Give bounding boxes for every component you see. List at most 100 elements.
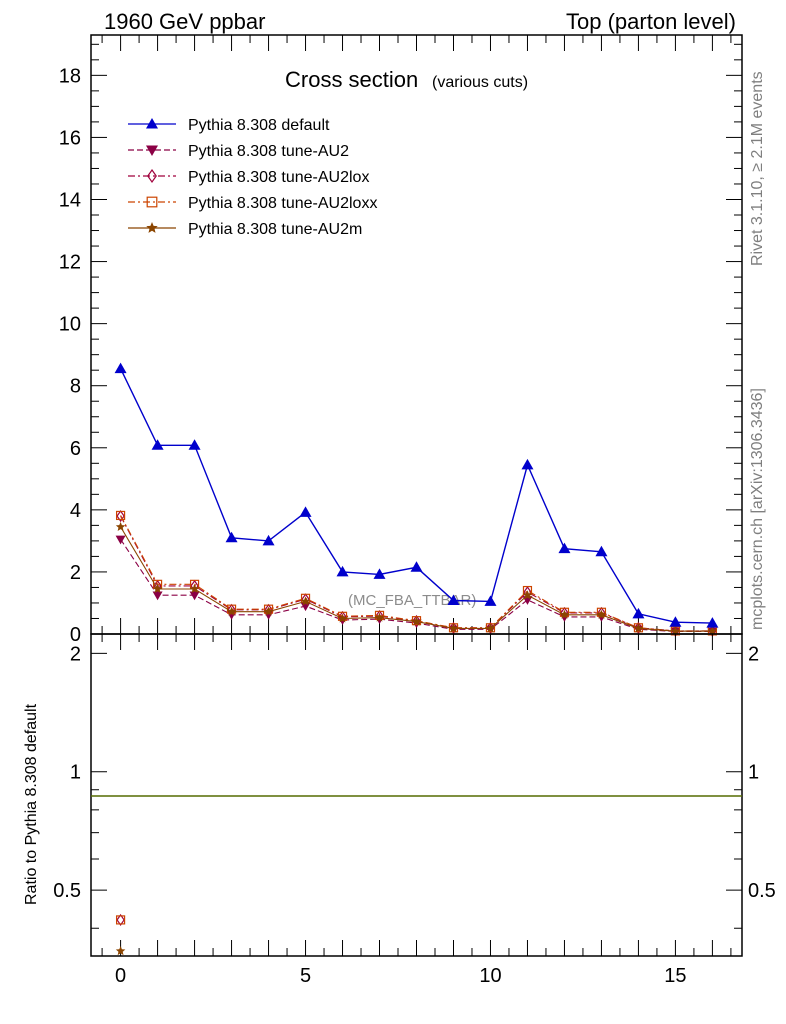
chart-title: Cross section [285,67,418,92]
data-point [410,561,423,572]
legend-marker [146,145,158,156]
data-point [263,606,274,616]
data-point [152,584,163,594]
data-point [560,606,569,619]
data-point [558,542,571,554]
series-4 [115,521,718,636]
legend-entry: Pythia 8.308 tune-AU2lox [188,169,369,186]
data-point [634,621,643,634]
ratio-y-tick-label: 1 [748,762,759,784]
main-y-tick-label: 18 [59,65,81,87]
data-point [299,506,312,517]
x-tick-label: 15 [664,965,686,987]
series-line [119,368,713,624]
data-point [448,623,459,633]
header-right: Top (parton level) [566,9,736,34]
data-point [595,545,608,557]
main-panel: 0 2 4 6 8 10 12 14 16 18 Cross section (various c… [59,34,743,646]
x-tick-label: 0 [115,965,126,987]
data-point [411,616,422,626]
ratio-panel: 0.5 0.5 1 1 2 2 0 5 10 15 Ratio to Pythia 8.308 … [23,633,776,987]
ratio-y-tick-label: 2 [748,643,759,665]
data-point [597,606,606,619]
data-point [375,609,384,623]
main-y-tick-label: 10 [59,314,81,336]
data-point [151,439,164,450]
data-point [485,623,496,633]
main-y-tick-label: 4 [70,500,81,522]
main-y-tick-label: 0 [70,624,81,646]
ratio-point [116,913,125,926]
mcplots-label: mcplots.cern.ch [arXiv:1306.3436] [749,388,766,630]
data-point [114,362,127,374]
data-point [227,603,236,616]
data-point [337,613,348,623]
ratio-point [115,946,126,956]
data-point [669,616,682,627]
data-point [115,535,126,545]
main-y-tick-label: 14 [59,189,81,211]
ratio-y-tick-label: 0.5 [53,880,81,902]
data-point [633,623,644,633]
data-point [447,594,460,605]
data-point [300,596,311,606]
data-point [115,510,126,521]
main-y-tick-label: 16 [59,127,81,149]
ratio-x-axis: 0 5 10 15 [101,634,732,987]
ratio-ylabel: Ratio to Pythia 8.308 default [23,703,40,905]
x-tick-label: 5 [300,965,311,987]
data-point [449,621,458,634]
data-point [521,458,534,470]
data-point [225,531,238,543]
analysis-label: (MC_FBA_TTBAR) [348,592,476,609]
legend-marker [146,222,158,233]
data-point [301,593,310,606]
x-tick-label: 10 [479,965,501,987]
data-point [596,609,607,619]
ratio-frame [90,633,743,957]
data-point [559,609,570,619]
data-point [374,612,385,622]
legend-marker [147,168,157,184]
series-0 [114,362,719,628]
data-point [707,626,718,636]
data-point [116,510,125,523]
main-y-tick-label: 6 [70,438,81,460]
main-y-tick-label: 2 [70,562,81,584]
data-point [706,617,719,628]
ratio-y-tick-label: 2 [70,643,81,665]
data-point [189,591,200,601]
ratio-y-axis: 0.5 0.5 1 1 2 2 [53,643,776,929]
legend-marker [146,196,158,208]
ratio-point [115,915,126,925]
header-left: 1960 GeV ppbar [104,9,265,34]
legend: Pythia 8.308 default Pythia 8.308 tune-AU… [128,117,377,238]
ratio-y-tick-label: 0.5 [748,880,776,902]
data-point [632,607,645,619]
data-point [373,568,386,579]
legend-entry: Pythia 8.308 tune-AU2m [188,221,362,238]
data-point [670,626,681,636]
main-y-tick-label: 12 [59,252,81,274]
data-point [226,606,237,616]
data-point [188,439,201,450]
ratio-points-group [115,913,126,956]
legend-entry: Pythia 8.308 default [188,117,330,134]
data-point [412,614,421,628]
main-y-axis: 0 2 4 6 8 10 12 14 16 18 [59,43,742,646]
ratio-y-tick-label: 1 [70,762,81,784]
legend-entry: Pythia 8.308 tune-AU2loxx [188,195,377,212]
series-3 [115,510,718,636]
series-line [120,515,713,632]
chart-subtitle: (various cuts) [432,74,528,91]
rivet-label: Rivet 3.1.10, ≥ 2.1M events [749,71,766,266]
data-point [336,565,349,577]
main-y-tick-label: 8 [70,376,81,398]
legend-entry: Pythia 8.308 tune-AU2 [188,143,349,160]
data-point [522,590,533,600]
data-point [262,534,275,546]
data-point [189,584,200,594]
series-line [120,515,713,632]
data-point [115,521,126,531]
